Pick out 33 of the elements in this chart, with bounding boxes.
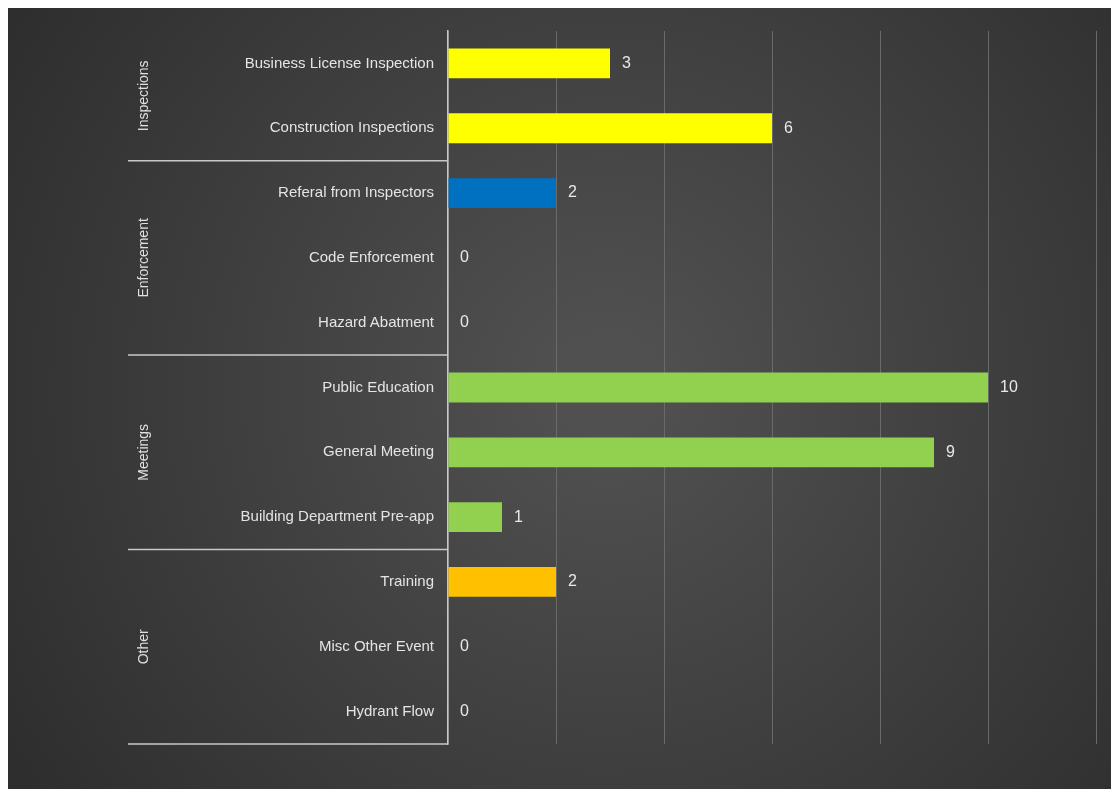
data-label: 0 bbox=[460, 702, 469, 719]
data-label: 6 bbox=[784, 118, 793, 136]
bar bbox=[448, 437, 934, 468]
y-tick-label: Hazard Abatment bbox=[318, 312, 435, 330]
data-label: 2 bbox=[568, 183, 577, 201]
y-tick-label: General Meeting bbox=[323, 442, 434, 460]
text: Inspections bbox=[134, 60, 151, 132]
text: Meetings bbox=[134, 423, 151, 481]
y-tick-label: Hydrant Flow bbox=[345, 701, 435, 719]
data-label: 0 bbox=[460, 313, 469, 331]
data-label: 2 bbox=[568, 572, 577, 590]
text: Enforcement bbox=[134, 218, 151, 298]
bar bbox=[448, 113, 772, 144]
y-tick-label: Construction Inspections bbox=[269, 118, 434, 136]
y-tick-label: Code Enforcement bbox=[308, 248, 435, 265]
bar bbox=[448, 567, 556, 597]
data-label: 9 bbox=[946, 442, 955, 460]
text: Other bbox=[134, 628, 151, 665]
y-tick-label: Misc Other Event bbox=[318, 636, 435, 654]
data-label: 3 bbox=[622, 53, 631, 71]
data-label: 10 bbox=[1000, 377, 1018, 395]
bar bbox=[448, 372, 988, 403]
bar bbox=[448, 48, 610, 79]
y-tick-label: Business License Inspection bbox=[244, 53, 434, 71]
y-tick-label: Building Department Pre-app bbox=[240, 507, 434, 525]
y-tick-label: Referal from Inspectors bbox=[278, 183, 434, 201]
data-label: 0 bbox=[460, 637, 469, 655]
y-tick-label: Public Education bbox=[322, 377, 434, 395]
y-tick-label: Training bbox=[380, 572, 434, 590]
data-label: 1 bbox=[514, 507, 523, 525]
bar bbox=[448, 178, 556, 208]
bar bbox=[448, 502, 502, 533]
data-label: 0 bbox=[460, 248, 469, 266]
